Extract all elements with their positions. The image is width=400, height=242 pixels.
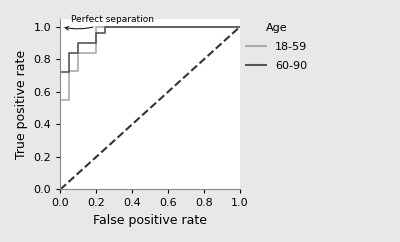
Y-axis label: True positive rate: True positive rate — [15, 49, 28, 159]
60-90 — [76, 51, 81, 54]
60-90 — [94, 32, 99, 35]
Line: 18-59: 18-59 — [60, 27, 240, 189]
60-90 — [58, 188, 63, 191]
18-59 — [67, 98, 72, 101]
60-90 — [58, 71, 63, 74]
60-90 — [94, 42, 99, 45]
60-90 — [67, 51, 72, 54]
60-90 — [76, 42, 81, 45]
60-90 — [67, 71, 72, 74]
60-90 — [103, 25, 108, 28]
Legend: 18-59, 60-90: 18-59, 60-90 — [242, 19, 312, 75]
18-59 — [58, 98, 63, 101]
60-90 — [238, 25, 242, 28]
18-59 — [76, 51, 81, 54]
18-59 — [76, 69, 81, 72]
X-axis label: False positive rate: False positive rate — [93, 214, 207, 227]
Text: Perfect separation: Perfect separation — [65, 15, 154, 30]
18-59 — [94, 25, 99, 28]
18-59 — [58, 188, 63, 191]
18-59 — [94, 51, 99, 54]
Line: 60-90: 60-90 — [60, 27, 240, 189]
18-59 — [67, 69, 72, 72]
18-59 — [238, 25, 242, 28]
60-90 — [103, 32, 108, 35]
